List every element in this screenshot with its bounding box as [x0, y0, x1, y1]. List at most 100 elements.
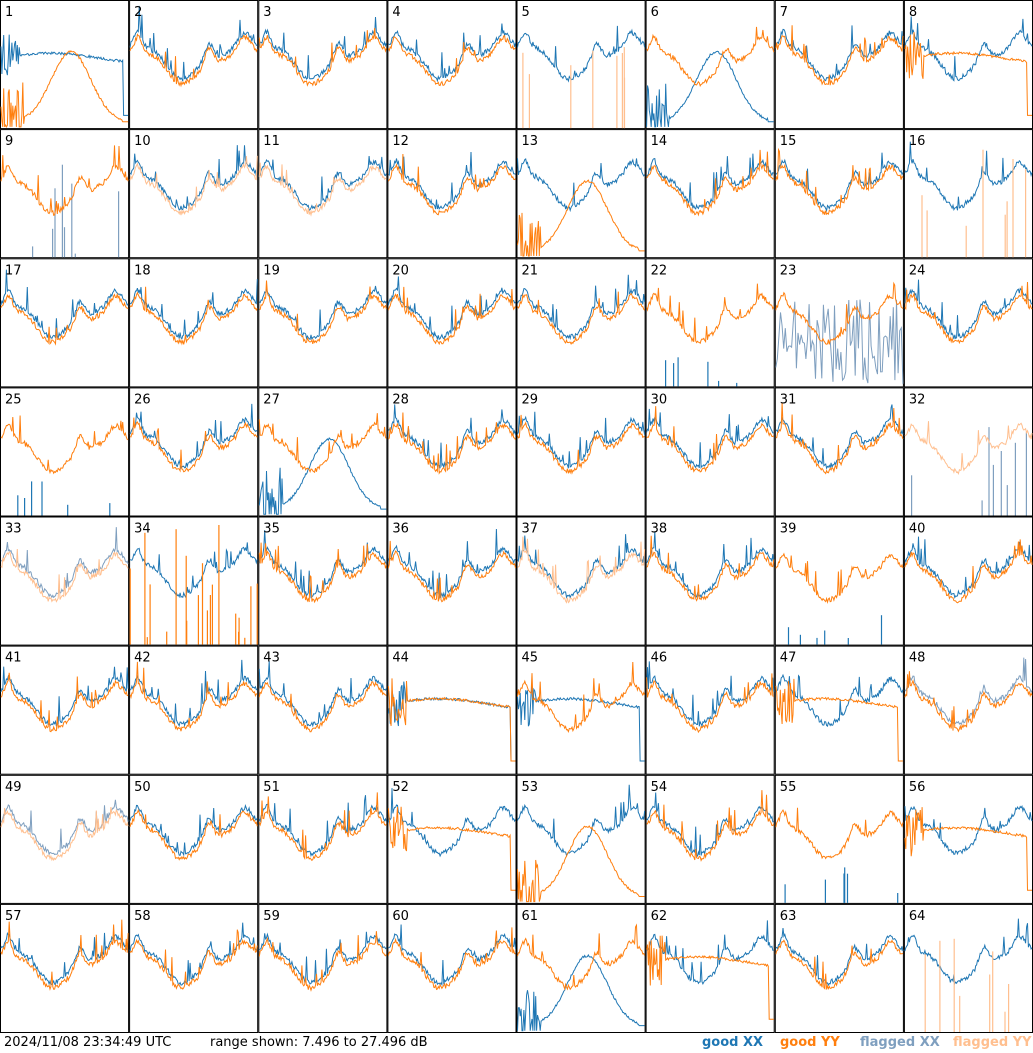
series-xx-line [904, 918, 1033, 985]
panel-47: 47 [774, 645, 904, 775]
range-readout: range shown: 7.496 to 27.496 dB [210, 1035, 428, 1050]
series-xx-line [646, 920, 774, 986]
panel-56: 56 [903, 774, 1033, 904]
panel-label: 6 [651, 5, 659, 20]
series-yy-line [775, 147, 904, 216]
panel-label: 41 [5, 651, 22, 666]
panel-frame [645, 0, 775, 130]
series-xx-line [517, 684, 645, 762]
panel-label: 16 [909, 134, 926, 149]
series-yy-line [904, 671, 1033, 733]
panel-frame [645, 645, 775, 775]
series-yy-line [387, 286, 516, 346]
series-xx-line [258, 530, 387, 599]
panel-frame [0, 0, 130, 130]
panel-label: 3 [263, 5, 271, 20]
series-xx-line [775, 928, 904, 987]
panel-frame [129, 387, 259, 517]
legend-word: flagged [860, 1035, 916, 1050]
panel-label: 10 [134, 134, 151, 149]
panel-58: 58 [129, 903, 259, 1033]
legend-entry-good-yy: good YY [780, 1034, 840, 1052]
series-yy-line [646, 149, 775, 217]
panel-frame [516, 516, 646, 646]
panel-label: 49 [5, 780, 22, 795]
panel-10: 10 [129, 129, 259, 259]
series-xx-line [517, 274, 646, 341]
series-xx-line [517, 784, 646, 857]
panel-frame [516, 258, 646, 388]
panel-label: 48 [909, 651, 926, 666]
panel-49: 49 [0, 774, 130, 904]
panel-45: 45 [516, 645, 646, 775]
series-yy-line [775, 939, 904, 991]
panel-11: 11 [258, 129, 388, 259]
series-yy-line [258, 542, 387, 604]
series-xx-flagged-line [775, 299, 904, 384]
panel-label: 9 [5, 134, 13, 149]
panel-frame [258, 516, 388, 646]
series-xx-line [775, 152, 904, 213]
series-yy-line [258, 931, 387, 992]
panel-label: 11 [263, 134, 280, 149]
panel-6: 6 [645, 0, 775, 130]
series-yy-line [775, 402, 904, 475]
series-yy-line [129, 661, 258, 732]
series-yy-line [904, 807, 1032, 891]
series-yy-line [129, 417, 258, 473]
legend-word: good [780, 1035, 817, 1050]
panel-51: 51 [258, 774, 388, 904]
panel-label: 4 [392, 5, 400, 20]
series-xx-flagged-line [0, 799, 129, 856]
series-yy-line [646, 535, 775, 602]
panel-frame [774, 387, 904, 517]
panel-32: 32 [903, 387, 1033, 517]
series-xx-line [517, 534, 646, 600]
series-yy-line [904, 539, 1033, 604]
series-yy-line [517, 414, 645, 475]
panel-label: 22 [651, 263, 668, 278]
panel-frame [0, 645, 130, 775]
series-yy-line [129, 929, 258, 990]
series-xx-line [0, 666, 129, 727]
series-yy-line [646, 673, 774, 734]
panel-frame [258, 645, 388, 775]
panel-label: 39 [780, 522, 797, 537]
panel-label: 27 [263, 392, 280, 407]
panel-label: 61 [522, 909, 539, 924]
legend-entry-flagged-xx: flagged XX [860, 1034, 940, 1052]
panel-label: 50 [134, 780, 151, 795]
series-yy-line [775, 25, 904, 86]
legend-entry-flagged-yy: flagged YY [953, 1034, 1032, 1052]
series-yy-line [258, 792, 387, 862]
panel-label: 46 [651, 651, 668, 666]
series-yy-line [0, 50, 129, 128]
panel-62: 62 [645, 903, 775, 1033]
panel-frame [258, 258, 388, 388]
panel-frame [774, 516, 904, 646]
panel-label: 44 [392, 651, 409, 666]
panel-frame [129, 774, 259, 904]
panel-frame [387, 0, 517, 130]
panel-label: 55 [780, 780, 797, 795]
panel-frame [0, 774, 130, 904]
series-yy-line [0, 919, 129, 991]
panel-label: 42 [134, 651, 151, 666]
legend-pol: XX [919, 1035, 940, 1050]
panel-31: 31 [774, 387, 904, 517]
panel-frame [0, 129, 130, 259]
series-yy-line [0, 672, 129, 733]
panel-label: 17 [5, 263, 22, 278]
series-yy-line [388, 412, 516, 475]
panel-frame [129, 645, 259, 775]
panel-30: 30 [645, 387, 775, 517]
panel-frame [258, 387, 388, 517]
panel-label: 57 [5, 909, 22, 924]
panel-label: 8 [909, 5, 917, 20]
panel-39: 39 [774, 516, 904, 646]
series-xx-line [517, 411, 646, 469]
panel-17: 17 [0, 258, 130, 388]
panel-63: 63 [774, 903, 904, 1033]
panel-label: 33 [5, 522, 22, 537]
panel-7: 7 [774, 0, 904, 130]
